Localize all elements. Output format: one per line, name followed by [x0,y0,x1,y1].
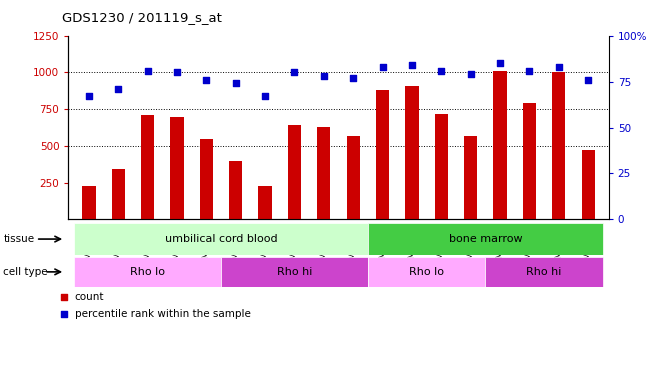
Bar [288,125,301,219]
Point [113,86,124,92]
Bar [486,257,603,287]
Point [583,77,593,83]
Bar [376,90,389,219]
Text: umbilical cord blood: umbilical cord blood [165,234,277,244]
Bar [229,160,242,219]
Text: Rho hi: Rho hi [277,267,312,277]
Bar [74,223,368,255]
Bar [346,136,360,219]
Bar [82,186,96,219]
Point [378,64,388,70]
Point [143,68,153,74]
Point [495,60,505,66]
Bar [435,114,448,219]
Point [465,71,476,77]
Text: Rho hi: Rho hi [527,267,562,277]
Text: count: count [75,292,104,302]
Bar [552,72,565,219]
Bar [464,136,477,219]
Point [201,77,212,83]
Bar [221,257,368,287]
Bar [368,223,603,255]
Bar [581,150,595,219]
Bar [258,186,271,219]
Text: GDS1230 / 201119_s_at: GDS1230 / 201119_s_at [62,11,222,24]
Point [436,68,447,74]
Point [402,72,413,78]
Bar [368,257,486,287]
Bar [523,103,536,219]
Point [84,93,94,99]
Text: bone marrow: bone marrow [449,234,522,244]
Point [289,69,299,75]
Text: cell type: cell type [3,267,48,277]
Point [402,226,413,232]
Bar [171,117,184,219]
Bar [141,115,154,219]
Text: percentile rank within the sample: percentile rank within the sample [75,309,251,319]
Bar [112,170,125,219]
Text: tissue: tissue [3,234,35,244]
Bar [74,257,221,287]
Point [318,73,329,79]
Point [407,62,417,68]
Bar [200,138,213,219]
Bar [493,71,506,219]
Point [260,93,270,99]
Bar [317,127,331,219]
Point [230,80,241,86]
Point [524,68,534,74]
Text: Rho lo: Rho lo [409,267,444,277]
Point [553,64,564,70]
Bar [406,86,419,219]
Point [348,75,359,81]
Point [172,69,182,75]
Text: Rho lo: Rho lo [130,267,165,277]
